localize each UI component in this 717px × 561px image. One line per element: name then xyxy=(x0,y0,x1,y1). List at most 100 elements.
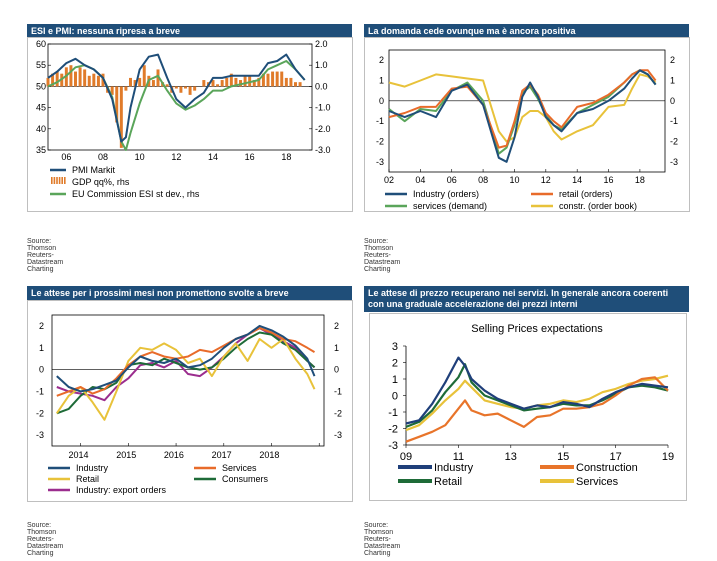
series-line xyxy=(388,69,657,163)
legend-swatch xyxy=(56,177,58,184)
x-tick-label: 10 xyxy=(509,175,519,185)
left-tick-label: 55 xyxy=(36,60,46,70)
left-tick-label: 60 xyxy=(36,39,46,49)
x-tick-label: 15 xyxy=(557,451,569,463)
left-tick-label: -1 xyxy=(376,116,384,126)
chart-title: Selling Prices expectations xyxy=(471,323,603,335)
left-tick-label: 0 xyxy=(392,391,398,403)
gdp-bar xyxy=(142,65,146,87)
x-tick-label: 2018 xyxy=(259,450,279,460)
x-tick-label: 04 xyxy=(415,175,425,185)
right-tick-label: 0 xyxy=(670,96,675,106)
legend-label: services (demand) xyxy=(413,201,487,211)
series-line xyxy=(388,69,657,149)
x-tick-label: 06 xyxy=(447,175,457,185)
legend-swatch xyxy=(51,177,53,184)
legend-label: EU Commission ESI st dev., rhs xyxy=(72,189,200,199)
left-tick-label: 2 xyxy=(379,55,384,65)
right-tick-label: -3 xyxy=(670,157,678,167)
source-note: Source: Thomson Reuters-Datastream Chart… xyxy=(364,522,401,557)
gdp-bar xyxy=(83,69,87,87)
gdp-bar xyxy=(243,75,247,87)
x-tick-label: 2015 xyxy=(116,450,136,460)
left-tick-label: 3 xyxy=(392,341,398,353)
chart-attese: 2 1 0 -1 -2 -3 2 1 0 -1 -2 -3 2014 2015 2016 2017 2018 In… xyxy=(36,314,342,495)
x-tick-label: 12 xyxy=(171,152,181,162)
panel-title: ESI e PMI: nessuna ripresa a breve xyxy=(27,24,352,39)
gdp-bar xyxy=(239,80,242,87)
gdp-bar xyxy=(193,86,197,91)
panel-title: La domanda cede ovunque ma è ancora posi… xyxy=(364,24,689,39)
series-line xyxy=(405,356,669,425)
gdp-bar xyxy=(96,75,100,87)
right-tick-label: 2 xyxy=(670,55,675,65)
x-tick-label: 19 xyxy=(662,451,674,463)
legend-label: retail (orders) xyxy=(559,189,613,199)
x-tick-label: 08 xyxy=(98,152,108,162)
legend-swatch xyxy=(58,177,61,184)
gdp-bar xyxy=(202,80,206,87)
legend-label: Industry xyxy=(434,462,474,474)
left-tick-label: -3 xyxy=(388,440,398,452)
right-tick-label: 0 xyxy=(334,365,339,375)
series-line xyxy=(56,327,316,397)
gdp-bar xyxy=(124,86,128,91)
legend-label: Consumers xyxy=(222,474,269,484)
right-tick-label: 2 xyxy=(334,321,339,331)
legend-label: Construction xyxy=(576,462,638,474)
x-tick-label: 13 xyxy=(505,451,517,463)
chart-area: 2 1 0 -1 -2 -3 2 1 0 -1 -2 -3 02 04 06 08 10 12 14 16 18 Indu… xyxy=(364,37,690,212)
x-tick-label: 10 xyxy=(135,152,145,162)
legend-swatch xyxy=(64,177,66,184)
right-tick-label: -1 xyxy=(670,116,678,126)
gdp-bar xyxy=(46,77,50,87)
legend-swatch xyxy=(53,177,56,184)
gdp-bar xyxy=(174,86,178,89)
chart-area: Selling Prices expectations 3 2 1 0 -1 -2 -3 09 1… xyxy=(369,313,687,501)
left-tick-label: 0 xyxy=(39,365,44,375)
left-tick-label: -1 xyxy=(388,407,398,419)
gdp-bar xyxy=(261,73,265,87)
chart-esi-pmi: 60 55 50 45 40 35 2.0 1.0 0.0 -1.0 -2.0 -3.0 06 08 10 1… xyxy=(36,39,331,199)
left-tick-label: 45 xyxy=(36,103,46,113)
x-tick-label: 16 xyxy=(604,175,614,185)
chart-prezzi: Selling Prices expectations 3 2 1 0 -1 -2 -309 1… xyxy=(388,323,674,488)
gdp-bar xyxy=(138,77,142,87)
gdp-bar xyxy=(220,80,224,87)
chart-area: 60 55 50 45 40 35 2.0 1.0 0.0 -1.0 -2.0 -3.0 06 08 10 1… xyxy=(27,37,353,212)
right-tick-label: -1.0 xyxy=(315,103,331,113)
x-tick-label: 11 xyxy=(453,451,464,463)
plot-frame xyxy=(47,43,313,151)
gdp-bar xyxy=(298,82,302,87)
legend-label: Industry xyxy=(76,463,109,473)
gdp-bar xyxy=(229,73,233,87)
legend-label: Industry: export orders xyxy=(76,485,167,495)
gdp-bar xyxy=(266,73,270,87)
plot-frame xyxy=(51,314,325,447)
left-tick-label: 2 xyxy=(39,321,44,331)
gdp-bar xyxy=(165,84,169,87)
gdp-bar xyxy=(133,80,137,87)
gdp-bar xyxy=(55,71,59,87)
left-tick-label: -2 xyxy=(388,424,398,436)
left-tick-label: 1 xyxy=(39,343,44,353)
right-tick-label: -3.0 xyxy=(315,145,331,155)
x-tick-label: 06 xyxy=(61,152,71,162)
x-tick-label: 14 xyxy=(572,175,582,185)
right-tick-label: 2.0 xyxy=(315,39,328,49)
right-tick-label: -1 xyxy=(334,386,342,396)
gdp-bar xyxy=(280,71,284,87)
series-line xyxy=(56,324,316,393)
gdp-bar xyxy=(156,69,160,87)
legend-label: constr. (order book) xyxy=(559,201,637,211)
right-tick-label: -2 xyxy=(670,137,678,147)
legend-label: Industry (orders) xyxy=(413,189,479,199)
gdp-bar xyxy=(92,73,96,87)
source-note: Source: Thomson Reuters-Datastream Chart… xyxy=(27,522,64,557)
gdp-bar xyxy=(234,77,238,87)
x-tick-label: 17 xyxy=(609,451,621,463)
source-note: Source: Thomson Reuters-Datastream Chart… xyxy=(364,238,401,273)
right-tick-label: -2 xyxy=(334,408,342,418)
gdp-bar xyxy=(69,65,73,87)
